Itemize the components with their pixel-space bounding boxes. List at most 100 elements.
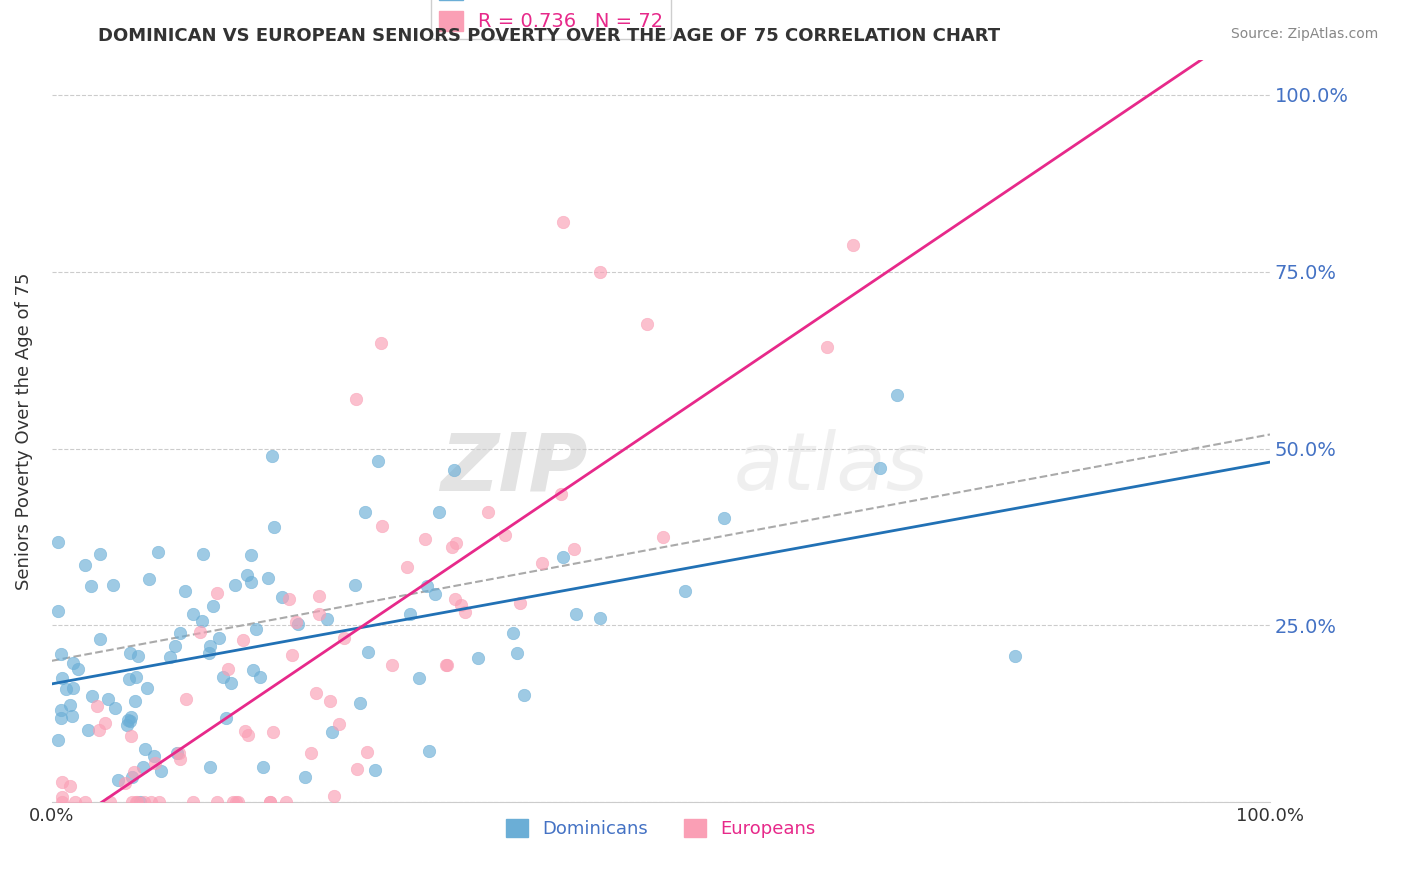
Point (242, 663, 264, 677)
Point (333, 632, 356, 646)
Point (502, 625, 524, 640)
Point (278, 592, 301, 607)
Point (205, 586, 228, 600)
Point (169, 625, 191, 640)
Point (169, 746, 191, 760)
Point (285, 615, 308, 629)
Point (159, 649, 181, 664)
Point (444, 592, 467, 607)
Point (443, 463, 465, 477)
Text: ZIP: ZIP (440, 429, 588, 507)
Point (125, 670, 148, 684)
Point (62, 681, 84, 695)
Point (356, 745, 378, 759)
Point (146, 545, 169, 559)
Point (713, 510, 735, 524)
Point (46, 604, 69, 618)
Point (60, 708, 83, 723)
Point (869, 461, 891, 475)
Point (588, 610, 610, 624)
Point (176, 692, 198, 706)
Point (346, 762, 368, 776)
Point (127, 649, 149, 664)
Text: DOMINICAN VS EUROPEAN SENIORS POVERTY OVER THE AGE OF 75 CORRELATION CHART: DOMINICAN VS EUROPEAN SENIORS POVERTY OV… (98, 27, 1001, 45)
Point (51, 703, 73, 717)
Point (315, 612, 337, 626)
Point (343, 578, 366, 592)
Point (395, 560, 418, 574)
Point (262, 725, 284, 739)
Point (886, 388, 908, 402)
Point (252, 760, 274, 774)
Point (322, 789, 344, 804)
Point (207, 795, 229, 809)
Point (101, 578, 124, 592)
Point (294, 771, 316, 785)
Point (321, 724, 343, 739)
Point (444, 535, 467, 549)
Point (166, 746, 188, 760)
Point (49, 647, 72, 661)
Point (82, 689, 104, 703)
Point (232, 633, 254, 648)
Text: atlas: atlas (734, 429, 929, 507)
Point (150, 764, 173, 779)
Point (122, 764, 145, 779)
Point (233, 723, 256, 738)
Point (259, 795, 281, 809)
Point (436, 657, 458, 672)
Point (356, 645, 378, 659)
Point (121, 795, 143, 809)
Point (815, 340, 838, 354)
Point (51, 671, 73, 685)
Point (562, 541, 585, 556)
Point (370, 335, 392, 350)
Point (141, 795, 163, 809)
Point (181, 795, 204, 809)
Point (181, 607, 204, 621)
Point (98, 795, 121, 809)
Point (65, 795, 87, 809)
Point (249, 670, 271, 684)
Point (425, 586, 447, 600)
Point (124, 694, 146, 708)
Point (505, 646, 527, 660)
Point (328, 716, 350, 731)
Point (219, 676, 242, 690)
Point (673, 584, 696, 599)
Point (399, 607, 422, 622)
Point (636, 318, 658, 332)
Y-axis label: Seniors Poverty Over the Age of 75: Seniors Poverty Over the Age of 75 (15, 272, 32, 590)
Point (73, 795, 96, 809)
Point (174, 584, 197, 599)
Point (842, 238, 865, 252)
Point (117, 714, 139, 728)
Point (202, 599, 225, 614)
Point (51, 775, 73, 789)
Point (128, 795, 150, 809)
Point (271, 591, 294, 605)
Point (531, 556, 554, 570)
Point (120, 710, 142, 724)
Point (59, 698, 82, 712)
Point (134, 742, 156, 756)
Point (467, 651, 489, 665)
Point (97, 691, 120, 706)
Point (198, 759, 221, 773)
Point (46, 733, 69, 747)
Point (413, 533, 436, 547)
Point (349, 697, 371, 711)
Point (208, 631, 231, 645)
Point (513, 688, 536, 702)
Point (651, 530, 673, 544)
Point (93, 715, 115, 730)
Point (217, 662, 239, 676)
Point (308, 589, 330, 603)
Point (198, 646, 221, 660)
Point (236, 728, 259, 742)
Point (553, 215, 575, 229)
Point (143, 748, 166, 763)
Point (240, 548, 263, 562)
Point (408, 671, 430, 685)
Point (135, 681, 157, 695)
